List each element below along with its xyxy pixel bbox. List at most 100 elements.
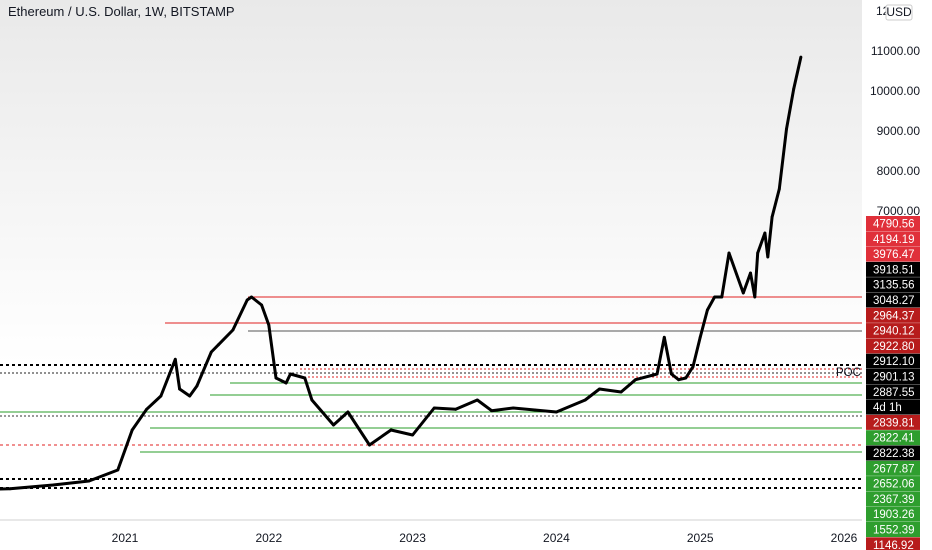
price-point [260,303,263,307]
svg-text:2677.87: 2677.87 [873,463,915,475]
svg-text:2964.37: 2964.37 [873,310,915,322]
x-tick-label: 2024 [543,531,570,545]
svg-text:2912.10: 2912.10 [873,356,915,368]
price-point [130,428,134,432]
price-point [490,409,494,413]
price-point [267,323,271,327]
price-point [749,271,752,275]
svg-text:1552.39: 1552.39 [873,525,915,537]
x-tick-label: 2023 [399,531,426,545]
price-point [8,487,12,491]
price-point [753,295,757,299]
price-point [799,55,803,59]
price-label-darkred: 2940.12 [866,323,920,339]
price-label-green: 2677.87 [866,460,920,476]
price-point [511,406,515,410]
svg-text:2652.06: 2652.06 [873,479,915,491]
price-point [173,357,177,361]
price-label-green: 2822.41 [866,430,920,446]
price-point [619,390,623,394]
price-point [533,408,537,412]
price-point [274,376,278,380]
x-tick-label: 2025 [687,531,714,545]
svg-text:3918.51: 3918.51 [873,264,915,276]
price-point [741,291,745,295]
price-label-green: 1903.26 [866,506,920,522]
svg-text:1903.26: 1903.26 [873,509,915,521]
svg-text:2922.80: 2922.80 [873,341,915,353]
price-point [720,295,724,299]
price-label-black: 2912.10 [866,353,920,369]
y-tick-label: 9000.00 [877,124,921,138]
price-point [698,335,702,339]
plot-background [0,0,862,520]
price-point [792,87,796,91]
price-point [655,372,659,376]
price-point [583,398,587,402]
price-point [231,328,235,332]
price-point [777,187,781,191]
price-point [411,433,414,437]
svg-text:1146.92: 1146.92 [873,540,914,550]
price-point [555,410,558,414]
price-label-black: 4d 1h [866,399,920,415]
price-point [670,372,673,376]
price-series-line [0,56,803,491]
price-point [598,387,601,391]
price-label-darkred: 2964.37 [866,307,920,323]
price-point [195,384,199,388]
svg-text:3048.27: 3048.27 [873,295,915,307]
price-label-black: 2887.55 [866,384,920,400]
price-point [677,378,680,382]
price-point [209,350,213,354]
price-point [245,298,249,302]
price-point [770,215,774,219]
price-point [87,479,91,483]
price-label-black: 2822.38 [866,445,920,461]
price-point [713,295,716,299]
price-label-black: 3918.51 [866,261,920,277]
currency-badge[interactable]: USD [885,4,913,21]
price-point [303,376,307,380]
svg-text:USD: USD [886,5,912,19]
price-label-black: 2901.13 [866,369,920,384]
price-point [188,394,192,398]
price-point [51,483,55,487]
x-tick-label: 2022 [255,531,282,545]
svg-text:4790.56: 4790.56 [873,219,915,231]
y-tick-label: 8000.00 [877,164,921,178]
svg-text:4d 1h: 4d 1h [873,402,902,414]
price-point [454,407,458,411]
price-point [284,381,288,385]
x-tick-label: 2021 [112,531,139,545]
price-point [310,398,314,402]
price-point [346,410,350,414]
price-point [368,443,371,447]
svg-text:2901.13: 2901.13 [873,372,915,384]
price-point [289,372,292,376]
price-point [662,335,666,339]
price-point [250,295,253,299]
price-label-darkred: 1146.92 [866,537,920,550]
price-label-green: 2652.06 [866,476,920,492]
price-point [475,398,479,402]
price-point [706,308,709,312]
price-point [756,251,760,255]
price-point [691,365,695,369]
price-point [684,376,688,380]
price-label-red: 4790.56 [866,216,920,231]
svg-text:3976.47: 3976.47 [873,249,915,261]
svg-text:2367.39: 2367.39 [873,494,915,506]
price-point [389,428,393,432]
x-tick-label: 2026 [831,531,858,545]
price-point [727,251,731,255]
price-point [785,127,788,131]
price-label-green: 2367.39 [866,491,920,507]
price-point [159,394,163,398]
price-point [145,407,149,411]
price-point [178,387,182,391]
svg-text:4194.19: 4194.19 [873,234,915,246]
svg-text:2839.81: 2839.81 [873,417,915,429]
